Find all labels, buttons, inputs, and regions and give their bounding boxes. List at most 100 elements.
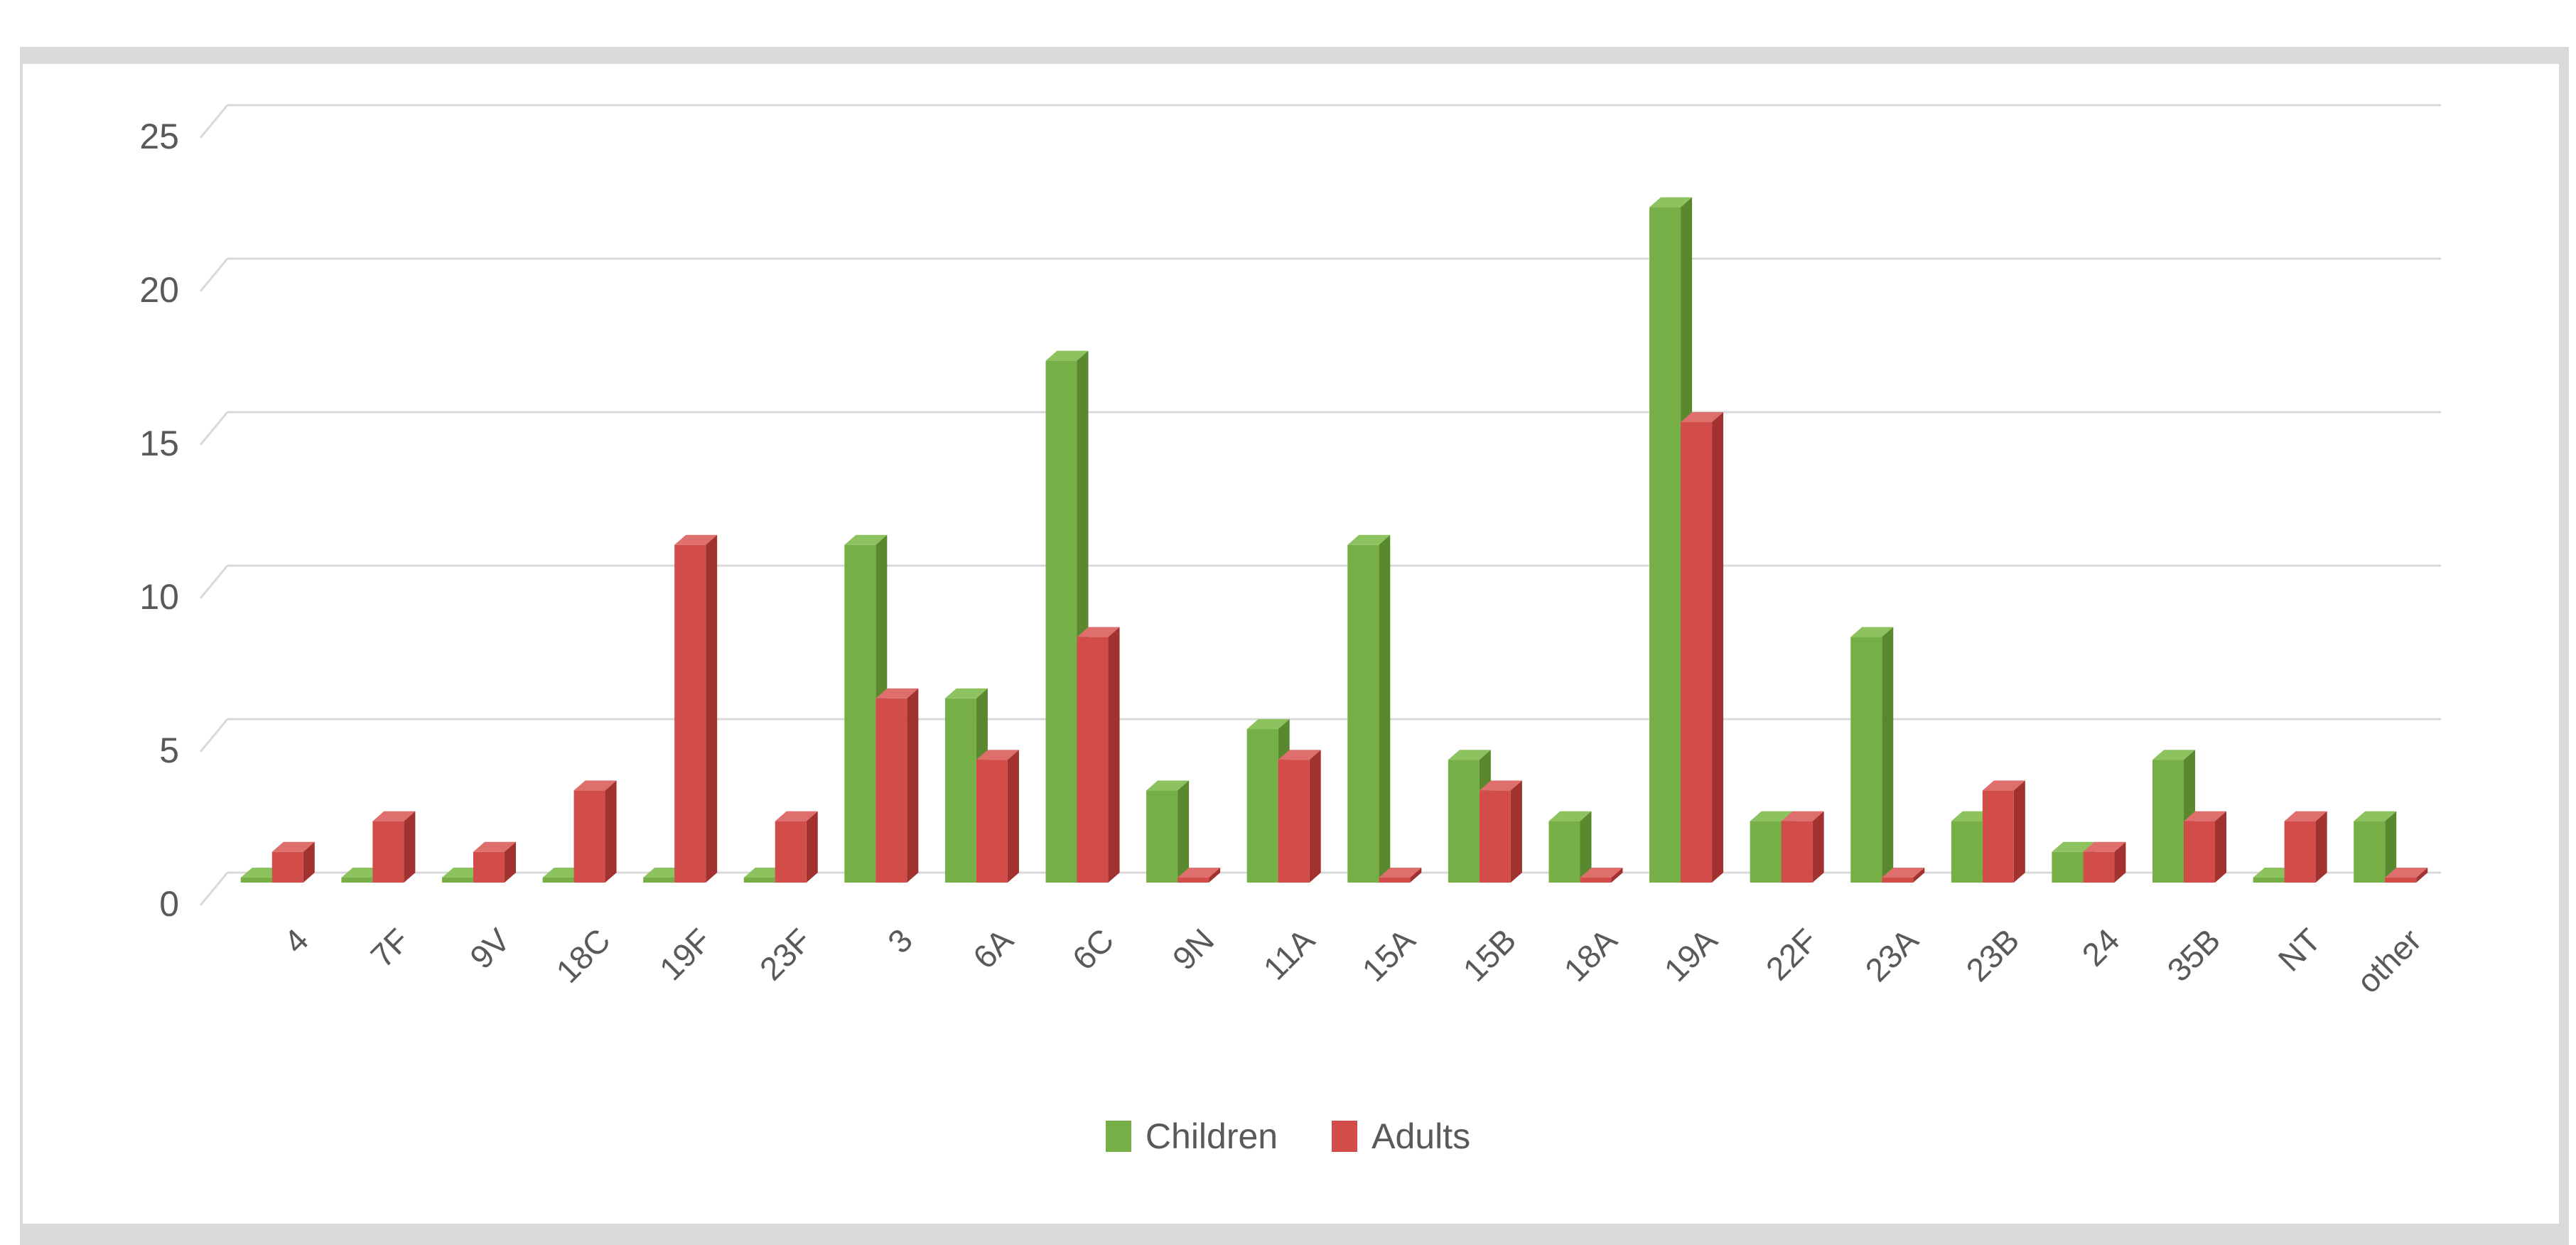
bar-children-23A-front [1850,637,1882,883]
bar-adults-23A-front [1882,878,1914,883]
bar-children-18A-front [1548,821,1580,883]
bar-adults-15B-side [1510,780,1522,883]
bar-children-9N-front [1146,790,1178,883]
bar-adults-23B-side [2013,780,2025,883]
bar-adults-19F-front [674,544,706,883]
bar-adults-7F-side [404,811,416,883]
bar-adults-6C-top [1077,627,1120,637]
bar-adults-6C-front [1077,637,1109,883]
legend-item-children: Children [1105,1116,1278,1156]
bar-adults-9V-top [473,841,516,852]
bar-children-22F-front [1750,821,1782,883]
axis-tick-10 [199,565,229,599]
bar-adults-4-top [271,841,315,852]
bar-children-23A-top [1850,627,1894,637]
bar-adults-NT-top [2284,811,2327,821]
bar-adults-19A-side [1712,412,1724,883]
bar-adults-6A-top [976,750,1019,760]
bar-children-other-front [2354,821,2386,883]
bar-children-7F-front [341,878,373,883]
bar-children-15A-side [1379,534,1391,883]
bar-adults-15A-top [1379,868,1422,878]
bar-adults-35B-side [2215,811,2227,883]
bar-adults-other-top [2385,868,2428,878]
bar-adults-23A-top [1882,868,1925,878]
bar-adults-18C-side [605,780,617,883]
bar-adults-11A-side [1309,750,1321,883]
bar-adults-22F-top [1781,811,1824,821]
bar-children-23F-front [743,878,775,883]
bar-adults-19A-front [1681,422,1713,883]
y-tick-label-15: 15 [139,424,179,463]
axis-tick-0 [199,872,229,906]
bar-children-15B-front [1448,760,1480,883]
chart-legend: Children Adults [0,1117,2576,1155]
bar-adults-22F-side [1812,811,1824,883]
bar-adults-23F-side [806,811,818,883]
chart-frame [20,47,2569,1245]
bar-children-19A-front [1649,207,1681,883]
bar-adults-3-side [907,688,919,883]
bar-adults-NT-front [2284,821,2316,883]
bar-children-3-front [844,544,876,883]
legend-item-adults: Adults [1332,1117,1470,1155]
bar-adults-6C-side [1108,627,1120,883]
y-tick-label-25: 25 [139,117,179,156]
bar-children-15B-top [1448,750,1491,760]
bar-adults-9N-top [1177,868,1221,878]
bar-children-other-top [2354,811,2397,821]
bar-adults-18A-top [1580,868,1623,878]
bar-adults-other-side [2416,868,2428,883]
bar-adults-15A-front [1379,878,1411,883]
bar-adults-23A-side [1913,868,1925,883]
bar-adults-4-side [303,841,315,883]
bar-adults-other-front [2385,878,2417,883]
axis-tick-5 [199,718,229,753]
bar-adults-15B-front [1479,790,1511,883]
bar-children-9N-side [1177,780,1190,883]
legend-label-children: Children [1145,1116,1278,1156]
bar-adults-35B-top [2184,811,2227,821]
bar-adults-22F-front [1781,821,1813,883]
bar-adults-18A-front [1580,878,1612,883]
bar-adults-4-front [271,851,303,883]
bar-adults-11A-top [1278,750,1321,760]
y-tick-label-5: 5 [159,731,179,770]
children-series-swatch-icon [1105,1121,1131,1152]
bar-children-18C-front [542,878,574,883]
bar-adults-9N-side [1209,868,1221,883]
bar-adults-7F-top [372,811,416,821]
bar-children-6A-top [944,688,988,699]
y-tick-label-10: 10 [139,577,179,617]
bar-adults-23F-top [775,811,818,821]
bar-children-18A-side [1580,811,1592,883]
bar-adults-23F-front [775,821,807,883]
bar-children-23A-side [1882,627,1894,883]
bar-adults-35B-front [2184,821,2216,883]
bar-adults-18A-side [1611,868,1623,883]
bar-children-35B-top [2152,750,2196,760]
bar-children-other-side [2385,811,2397,883]
bar-children-9N-top [1146,780,1190,791]
y-tick-label-20: 20 [139,270,179,310]
bar-children-3-top [844,534,888,545]
bar-adults-9V-side [504,841,516,883]
bar-children-19F-front [643,878,675,883]
bar-adults-24-top [2083,841,2126,852]
bar-adults-9V-front [473,851,505,883]
axis-tick-15 [199,411,229,446]
bar-children-4-front [240,878,272,883]
adults-series-swatch-icon [1332,1121,1358,1152]
bar-children-18A-top [1548,811,1592,821]
bar-children-24-top [2052,841,2095,852]
y-tick-label-0: 0 [159,884,179,924]
bar-adults-15A-side [1410,868,1422,883]
bar-children-19A-top [1649,197,1693,208]
axis-tick-25 [199,104,229,139]
bar-children-22F-top [1750,811,1793,821]
bar-children-35B-front [2152,760,2184,883]
bar-children-11A-top [1246,719,1290,729]
bar-children-6C-top [1045,350,1089,361]
